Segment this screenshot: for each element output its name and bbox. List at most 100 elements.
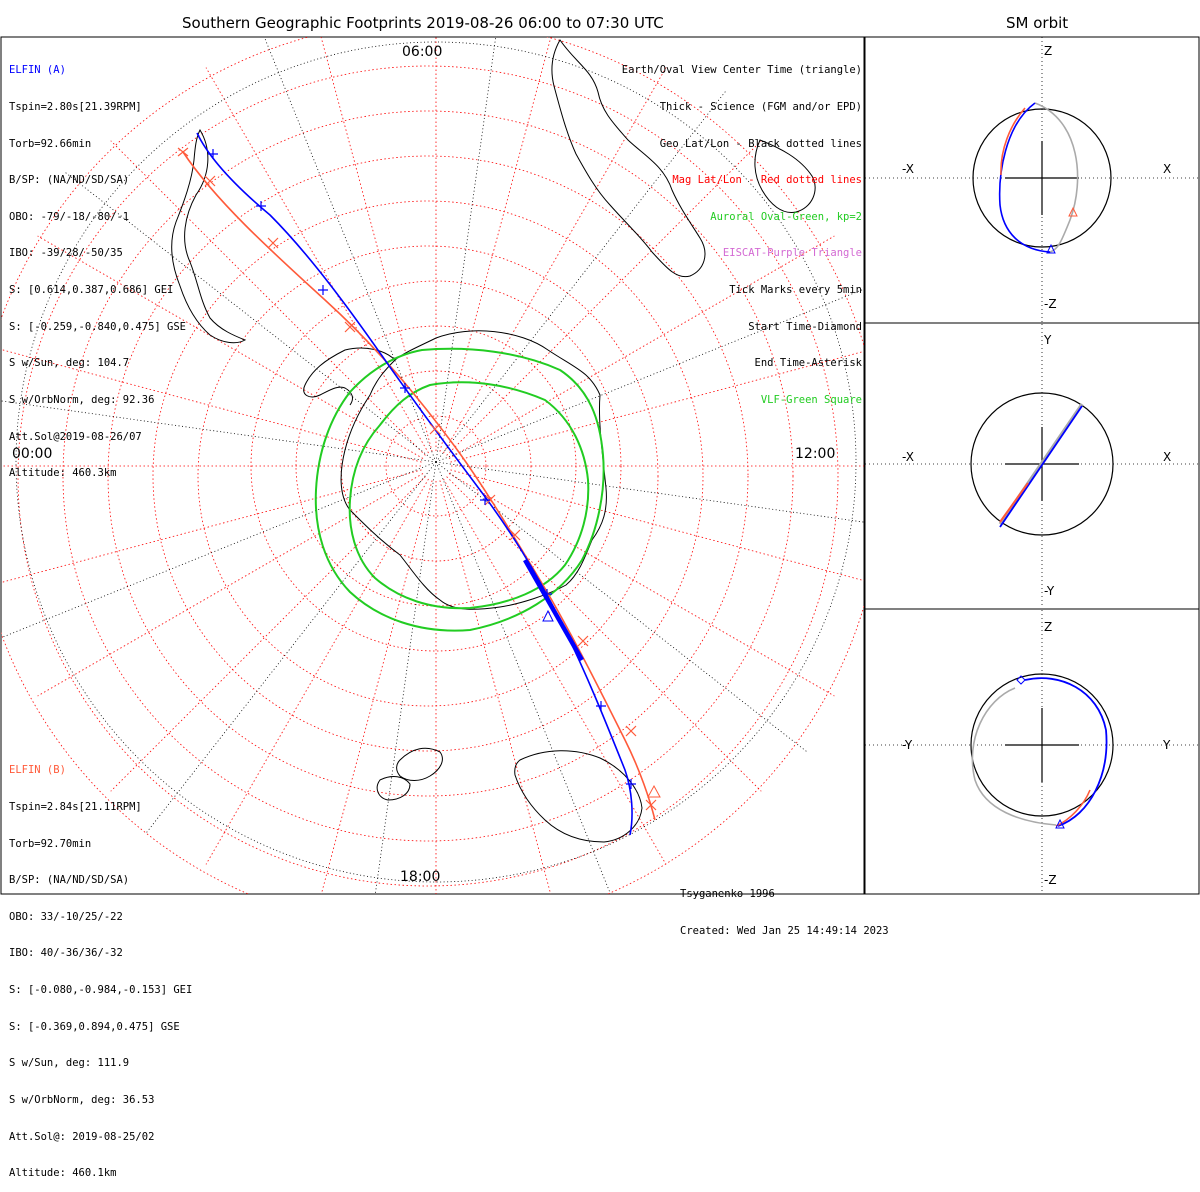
sm2-top-label: Y <box>1044 333 1052 347</box>
geo-lon-line <box>435 461 807 752</box>
hour-label-left: 00:00 <box>12 446 53 462</box>
auroral-oval-outer <box>314 347 605 632</box>
new-zealand-south <box>376 776 411 801</box>
elfin-b-line: OBO: 33/-10/25/-22 <box>9 910 123 923</box>
mag-lat-circle <box>295 325 577 607</box>
sm-xy-panel <box>865 324 1199 608</box>
legend-item: End Time-Asterisk <box>754 357 862 370</box>
footer-info: Tsyganenko-1996 Created: Wed Jan 25 14:4… <box>680 864 889 949</box>
elfin-a-line: S w/Sun, deg: 104.7 <box>9 357 130 370</box>
elfin-b-name: ELFIN (B) <box>9 764 66 777</box>
sm3-right-label: Y <box>1163 738 1171 752</box>
elfin-a-info: ELFIN (A) Tspin=2.80s[21.39RPM] Torb=92.… <box>9 40 186 492</box>
geo-lon-line <box>263 37 437 463</box>
geo-lon-line <box>435 461 864 523</box>
sm-orbit-title: SM orbit <box>1006 14 1069 32</box>
legend-item: Mag Lat/Lon - Red dotted lines <box>672 174 862 187</box>
footer-model: Tsyganenko-1996 <box>680 888 775 901</box>
africa-coast <box>551 39 706 278</box>
map-layer <box>1 37 864 894</box>
elfin-a-line: OBO: -79/-18/-80/-1 <box>9 210 130 223</box>
elfin-a-line: Torb=92.66min <box>9 137 92 150</box>
geo-lon-line <box>435 288 864 463</box>
geo-lon-line <box>146 461 437 833</box>
elfin-b-line: Att.Sol@: 2019-08-25/02 <box>9 1130 155 1143</box>
elfin-a-ticks <box>208 149 636 789</box>
elfin-a-line: S w/OrbNorm, deg: 92.36 <box>9 393 155 406</box>
mag-lon-line <box>320 480 433 894</box>
legend: Earth/Oval View Center Time (triangle) T… <box>622 40 862 418</box>
mag-lon-line <box>205 478 429 865</box>
legend-item: Tick Marks every 5min <box>729 284 862 297</box>
mag-lat-circle <box>107 155 749 797</box>
elfin-a-line: IBO: -39/28/-50/35 <box>9 247 123 260</box>
legend-item: Start Time-Diamond <box>748 320 862 333</box>
mag-lat-circle <box>17 65 839 887</box>
mag-lon-line <box>448 473 835 697</box>
mag-lon-line <box>439 480 552 894</box>
elfin-a-line: Att.Sol@2019-08-26/07 <box>9 430 142 443</box>
legend-item: Geo Lat/Lon - Black dotted lines <box>659 137 862 150</box>
sm2-right-label: X <box>1163 450 1172 464</box>
geo-lon-line <box>374 461 437 894</box>
elfin-b-footprint <box>182 151 656 821</box>
elfin-b-info: ELFIN (B) Tspin=2.84s[21.11RPM] Torb=92.… <box>9 740 192 1192</box>
elfin-b-ticks <box>177 147 657 811</box>
mag-lat-circle <box>340 370 532 562</box>
elfin-b-orbit <box>1000 107 1026 176</box>
sm3-bottom-label: -Z <box>1044 873 1057 887</box>
footer-created: Created: Wed Jan 25 14:49:14 2023 <box>680 925 889 938</box>
elfin-a-orbit <box>999 405 1083 528</box>
geo-lon-line <box>435 91 726 463</box>
elfin-a-footprint <box>196 132 633 836</box>
figure-canvas <box>0 36 1200 895</box>
geo-grid <box>1 37 864 894</box>
earth-circle <box>970 673 1114 817</box>
auroral-oval-inner <box>348 381 590 610</box>
elfin-b-orbit <box>1055 789 1091 827</box>
legend-item: Auroral Oval-Green, kp=2 <box>710 210 862 223</box>
antarctic-peninsula <box>303 347 396 406</box>
australia-coast <box>514 750 643 843</box>
legend-item: Earth/Oval View Center Time (triangle) <box>621 64 862 77</box>
hour-label-bottom: 18:00 <box>400 869 441 885</box>
geo-lon-line <box>1 461 437 639</box>
sm3-top-label: Z <box>1044 620 1053 634</box>
madagascar-coast <box>754 139 816 213</box>
elfin-b-line: S: [-0.080,-0.984,-0.153] GEI <box>9 984 193 997</box>
elfin-b-line: Torb=92.70min <box>9 837 92 850</box>
elfin-a-orbit <box>998 102 1051 253</box>
side-frame <box>864 36 1200 895</box>
elfin-b-line: IBO: 40/-36/36/-32 <box>9 947 123 960</box>
orbit-back <box>1034 102 1079 253</box>
sm1-left-label: -X <box>902 162 914 176</box>
legend-item: VLF-Green Square <box>760 393 862 406</box>
main-title: Southern Geographic Footprints 2019-08-2… <box>182 14 664 32</box>
elfin-a-name: ELFIN (A) <box>9 64 66 77</box>
auroral-oval <box>314 347 605 632</box>
geo-lon-line <box>1 400 437 463</box>
elfin-b-line: S w/Sun, deg: 111.9 <box>9 1057 130 1070</box>
elfin-b-line: B/SP: (NA/ND/SD/SA) <box>9 874 130 887</box>
hour-label-right: 12:00 <box>795 446 836 462</box>
sm1-bottom-label: -Z <box>1044 297 1057 311</box>
mag-lat-circle <box>62 110 794 842</box>
sm1-right-label: X <box>1163 162 1172 176</box>
elfin-b-orbit <box>999 482 1029 523</box>
mag-lat-circle <box>385 415 487 517</box>
elfin-a-line: S: [-0.259,-0.840,0.475] GSE <box>9 320 187 333</box>
elfin-a-orbit <box>1024 677 1108 827</box>
hour-label-top: 06:00 <box>402 44 443 60</box>
mag-lat-circle <box>250 280 622 652</box>
sm-yz-panel <box>865 610 1199 894</box>
mag-lon-line <box>439 37 552 452</box>
sm2-left-label: -X <box>902 450 914 464</box>
elfin-a-line: Altitude: 460.3km <box>9 467 117 480</box>
elfin-b-line: S w/OrbNorm, deg: 36.53 <box>9 1093 155 1106</box>
elfin-b-line: Altitude: 460.1km <box>9 1167 117 1180</box>
mag-lat-circle <box>152 200 704 752</box>
antarctica-coast <box>340 330 607 610</box>
mag-lon-line <box>320 37 433 452</box>
elfin-b-view-center-triangle <box>647 784 661 798</box>
mag-lon-line <box>205 67 429 454</box>
